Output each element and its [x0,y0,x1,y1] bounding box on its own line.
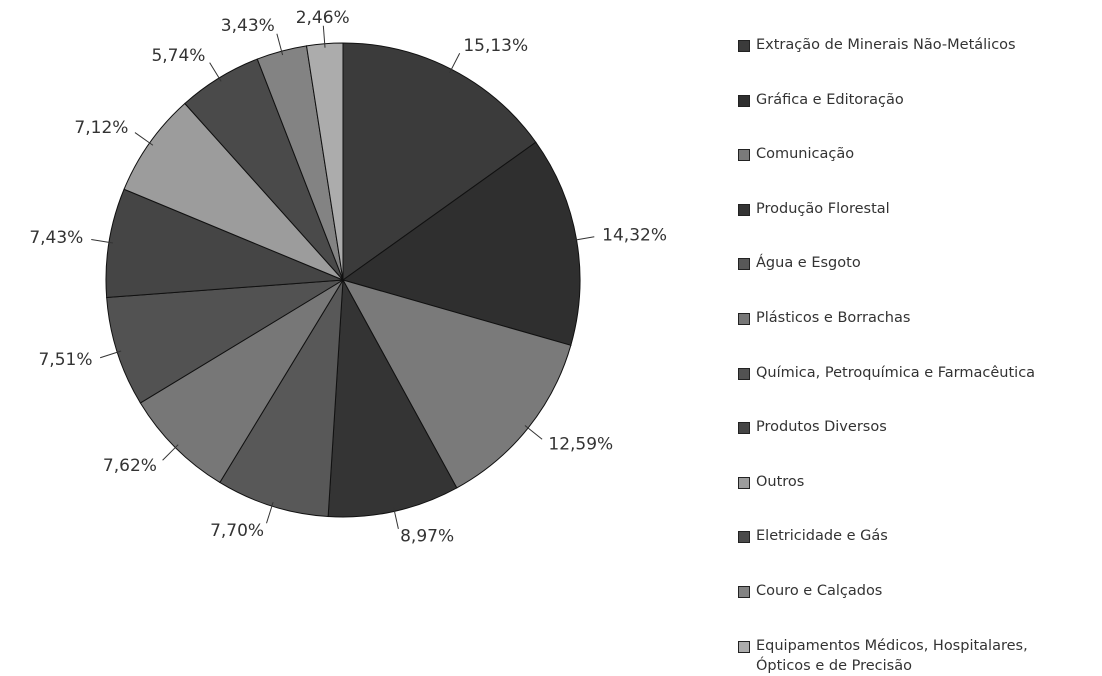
legend-item: Produção Florestal [738,199,890,219]
legend-swatch [738,313,750,325]
leader-line [393,507,399,530]
legend-label: Outros [756,473,805,490]
legend-swatch [738,586,750,598]
legend-label: Couro e Calçados [756,583,883,599]
legend-label: Produtos Diversos [756,419,887,436]
leader-line [91,238,114,244]
legend-item: Eletricidade e Gás [738,526,888,546]
data-label: 3,43% [221,16,275,36]
data-label: 7,43% [29,228,83,248]
legend-label: Comunicação [756,146,855,163]
legend-swatch [738,476,750,489]
data-label: 14,32% [602,225,667,245]
legend-item: Água e Esgoto [738,253,861,273]
legend-label: Equipamentos Médicos, Hospitalares, Ópti… [756,637,1028,674]
leader-line [209,62,222,82]
legend-swatch [738,258,750,271]
leader-line [276,33,284,56]
chart: 15,13% 14,32% 12,59% 8,97% 7,70% 7,62% 7,51% 7,… [29,8,667,547]
legend-label: Eletricidade e Gás [756,528,888,545]
legend-label: Produção Florestal [756,200,890,217]
leader-line [134,132,154,146]
legend-swatch [738,367,750,380]
data-label: 12,59% [548,434,613,454]
leader-line [162,444,179,461]
legend-item: Gráfica e Editoração [738,90,904,110]
legend-item: Extração de Minerais Não-Metálicos [738,35,1016,55]
legend-item: Plásticos e Borrachas [738,308,910,328]
data-label: 7,62% [103,456,157,476]
leader-line [99,350,122,359]
data-label: 7,12% [74,118,128,138]
legend-label: Gráfica e Editoração [756,91,904,108]
legend-label: Água e Esgoto [756,255,861,272]
legend-label: Química, Petroquímica e Farmacêutica [756,364,1036,381]
legend-swatch [738,203,750,216]
legend-swatch [738,94,750,107]
leader-line [449,53,461,74]
legend-swatch [738,531,750,544]
data-label: 5,74% [151,46,205,66]
legend-swatch [738,40,750,52]
data-label: 7,51% [38,350,92,370]
legend-item: Química, Petroquímica e Farmacêutica [738,363,1035,383]
data-label: 8,97% [400,527,454,547]
legend-label: Extração de Minerais Não-Metálicos [756,37,1016,53]
legend-item: Couro e Calçados [738,581,882,601]
legend-swatch [738,640,750,653]
data-label: 15,13% [463,36,528,56]
legend-item: Equipamentos Médicos, Hospitalares, Ópti… [738,636,1028,676]
leader-line [572,236,595,241]
legend-label: Plásticos e Borrachas [756,310,911,326]
leader-line [524,425,543,440]
data-label: 2,46% [296,8,350,28]
legend-item: Produtos Diversos [738,417,887,437]
legend-swatch [738,422,750,435]
legend-item: Comunicação [738,144,854,164]
legend-item: Outros [738,472,804,492]
legend-swatch [738,149,750,162]
leader-line [266,502,274,524]
data-label: 7,70% [210,521,264,541]
leader-line [322,25,326,48]
